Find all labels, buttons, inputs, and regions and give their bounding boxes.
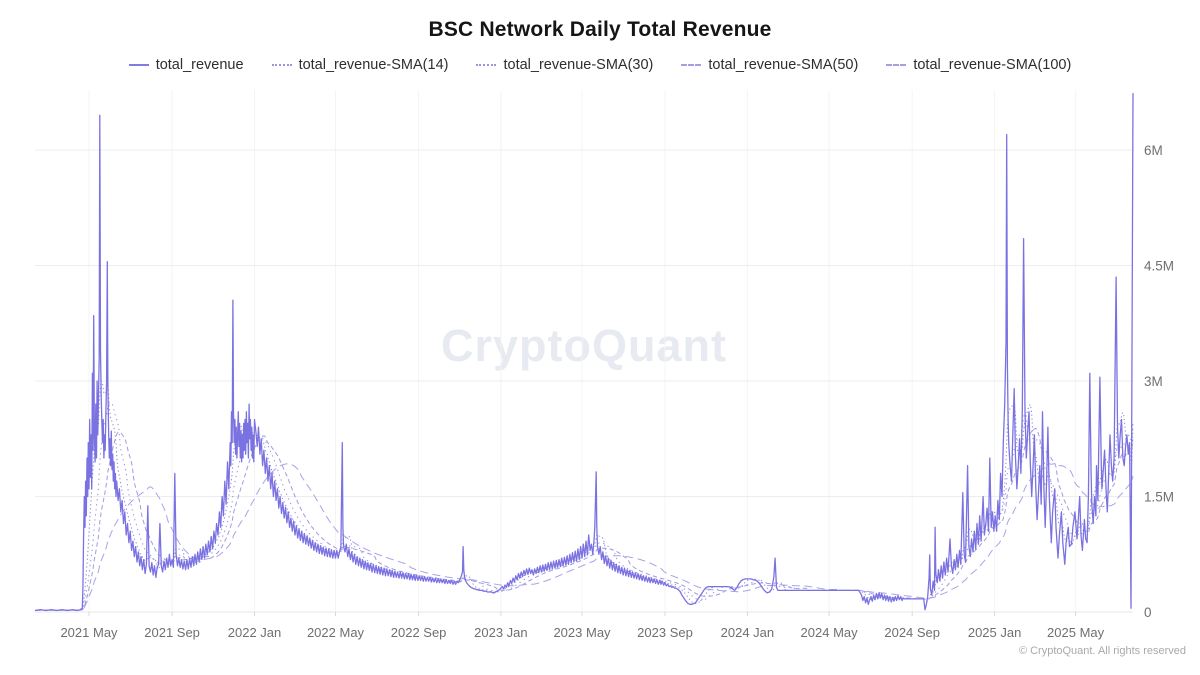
- legend-label: total_revenue: [155, 57, 244, 73]
- y-axis-label: 3M: [1144, 374, 1163, 389]
- x-axis-label: 2022 May: [307, 625, 365, 640]
- legend-item-sma-30[interactable]: total_revenue-SMA(30): [476, 57, 653, 73]
- x-axis-label: 2022 Jan: [228, 625, 282, 640]
- chart-title: BSC Network Daily Total Revenue: [428, 18, 772, 41]
- dashed-line-swatch-icon: [681, 64, 702, 66]
- legend-item-sma-100[interactable]: total_revenue-SMA(100): [886, 57, 1071, 73]
- x-axis-label: 2024 May: [801, 625, 859, 640]
- line-total_revenue-SMA(50): [34, 427, 1134, 611]
- dotted-line-swatch-icon: [476, 64, 497, 66]
- legend-item-sma-14[interactable]: total_revenue-SMA(14): [271, 57, 449, 73]
- legend-label: total_revenue-SMA(50): [708, 57, 859, 73]
- dotted-line-swatch-icon: [271, 64, 292, 66]
- legend-item-sma-50[interactable]: total_revenue-SMA(50): [681, 57, 858, 73]
- line-total_revenue-SMA(100): [34, 462, 1134, 611]
- line-total_revenue-SMA(30): [34, 402, 1134, 611]
- y-axis-label: 4.5M: [1144, 259, 1174, 274]
- x-axis-label: 2023 Jan: [474, 625, 528, 640]
- solid-line-swatch-icon: [128, 64, 149, 66]
- legend-label: total_revenue-SMA(100): [913, 57, 1072, 73]
- x-axis-label: 2023 May: [553, 625, 611, 640]
- y-axis-label: 6M: [1144, 143, 1163, 158]
- x-axis-label: 2022 Sep: [391, 625, 447, 640]
- legend-label: total_revenue-SMA(14): [298, 57, 449, 73]
- copyright-notice: © CryptoQuant. All rights reserved: [1018, 645, 1186, 657]
- x-axis-label: 2021 May: [60, 625, 118, 640]
- x-axis-label: 2025 May: [1047, 625, 1105, 640]
- gridlines: [35, 90, 1133, 613]
- x-axis-label: 2024 Sep: [884, 625, 940, 640]
- series-lines: [34, 93, 1134, 612]
- line-total_revenue: [34, 93, 1134, 612]
- x-axis-label: 2023 Sep: [637, 625, 693, 640]
- line-total_revenue-SMA(14): [34, 377, 1134, 611]
- x-axis-label: 2024 Jan: [721, 625, 775, 640]
- x-axis-label: 2021 Sep: [144, 625, 200, 640]
- chart-legend: total_revenue total_revenue-SMA(14) tota…: [0, 57, 1200, 73]
- y-axis-label: 1.5M: [1144, 490, 1174, 505]
- y-axis-label: 0: [1144, 605, 1152, 620]
- legend-label: total_revenue-SMA(30): [503, 57, 654, 73]
- x-axis-label: 2025 Jan: [968, 625, 1022, 640]
- legend-item-total-revenue[interactable]: total_revenue: [128, 57, 244, 73]
- axes: 2021 May 2021 Sep 2022 Jan 2022 May 2022 Sep…: [60, 143, 1174, 640]
- dashed-line-swatch-icon: [886, 64, 907, 66]
